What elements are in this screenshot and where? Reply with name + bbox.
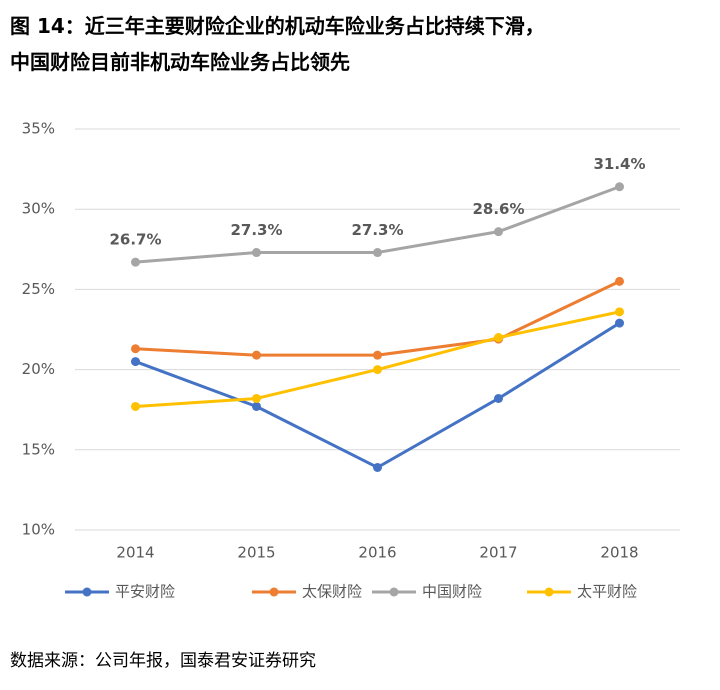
source-note: 数据来源：公司年报，国泰君安证券研究 — [10, 651, 316, 671]
y-tick-label: 10% — [22, 521, 55, 539]
point — [373, 462, 382, 472]
legend-marker — [544, 587, 554, 597]
point — [252, 393, 261, 403]
legend-marker — [389, 587, 399, 597]
x-tick-label: 2017 — [479, 544, 517, 562]
legend-label: 平安财险 — [115, 583, 175, 601]
y-tick-label: 15% — [22, 440, 55, 458]
point — [252, 401, 261, 411]
x-tick-label: 2016 — [358, 544, 396, 562]
y-tick-label: 35% — [22, 120, 55, 138]
x-tick-label: 2015 — [237, 544, 275, 562]
point — [494, 333, 503, 343]
x-tick-label: 2014 — [116, 544, 154, 562]
point — [615, 276, 624, 286]
y-tick-label: 20% — [22, 360, 55, 378]
data-label: 31.4% — [593, 155, 645, 173]
x-tick-label: 2018 — [600, 544, 638, 562]
y-tick-label: 25% — [22, 280, 55, 298]
point — [494, 227, 503, 237]
point — [373, 248, 382, 258]
point — [252, 248, 261, 258]
point — [373, 365, 382, 375]
chart-title: 图 14：近三年主要财险企业的机动车险业务占比持续下滑， 中国财险目前非机动车险… — [10, 14, 545, 74]
point — [131, 401, 140, 411]
legend-label: 太保财险 — [302, 583, 362, 601]
data-label: 27.3% — [351, 221, 403, 239]
legend-marker — [269, 587, 279, 597]
data-label: 27.3% — [230, 221, 282, 239]
point — [615, 318, 624, 328]
point — [615, 182, 624, 192]
point — [131, 344, 140, 354]
series-line — [135, 280, 621, 357]
legend-marker — [82, 587, 92, 597]
point — [615, 307, 624, 317]
point — [373, 350, 382, 360]
legend-label: 中国财险 — [422, 583, 482, 601]
legend-label: 太平财险 — [577, 583, 637, 601]
series-line — [134, 321, 621, 469]
point — [131, 357, 140, 367]
point — [494, 393, 503, 403]
point — [252, 350, 261, 360]
data-label: 28.6% — [472, 200, 524, 218]
y-tick-label: 30% — [22, 200, 55, 218]
point — [131, 257, 140, 267]
data-label: 26.7% — [109, 231, 161, 249]
